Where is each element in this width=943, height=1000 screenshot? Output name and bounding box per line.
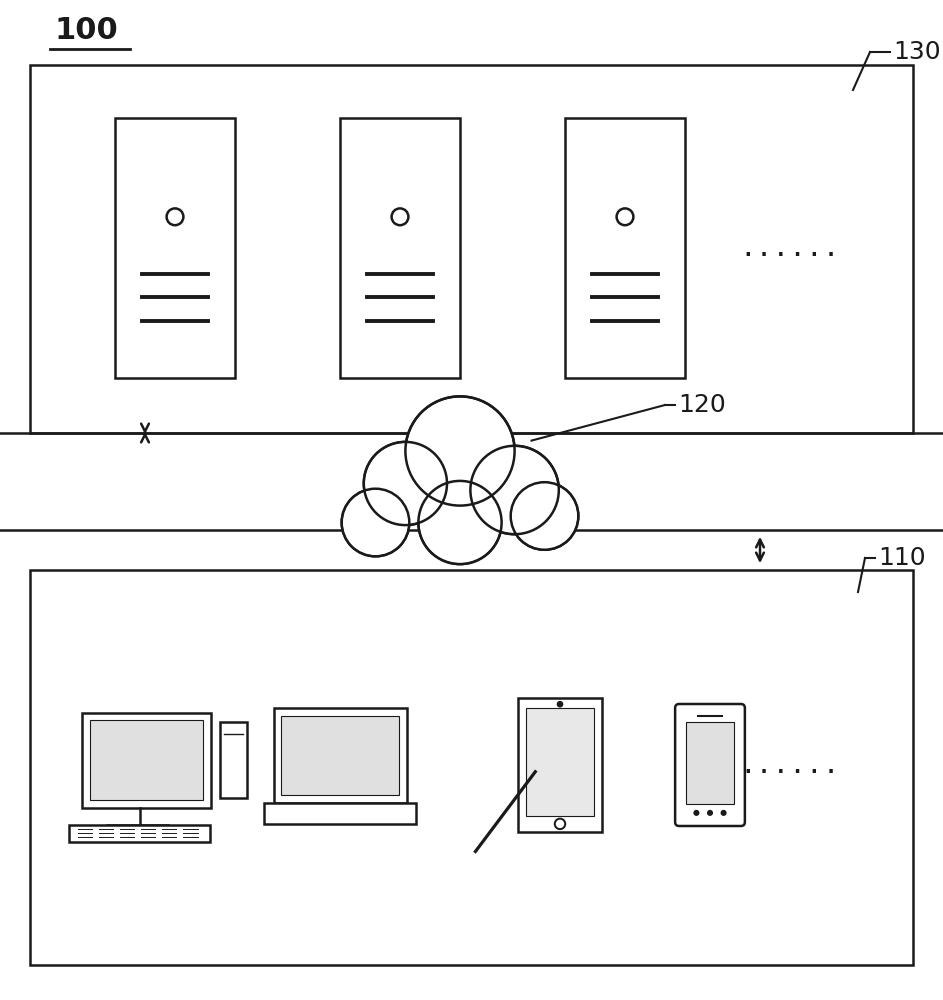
Bar bbox=[340, 118, 460, 378]
Bar bbox=[115, 118, 235, 378]
Circle shape bbox=[707, 810, 713, 816]
Bar bbox=[686, 722, 735, 804]
Circle shape bbox=[407, 398, 513, 504]
Text: 100: 100 bbox=[55, 16, 119, 45]
Circle shape bbox=[420, 482, 501, 563]
Circle shape bbox=[471, 446, 559, 534]
Circle shape bbox=[364, 442, 447, 525]
Text: ......: ...... bbox=[739, 751, 840, 779]
Bar bbox=[82, 713, 210, 808]
Text: 120: 120 bbox=[678, 393, 726, 417]
Circle shape bbox=[365, 443, 446, 524]
Bar bbox=[69, 825, 210, 842]
Bar bbox=[565, 118, 685, 378]
Circle shape bbox=[472, 447, 557, 533]
Bar bbox=[220, 722, 247, 798]
Text: 130: 130 bbox=[893, 40, 940, 64]
Bar bbox=[30, 570, 913, 965]
Bar bbox=[519, 698, 602, 832]
Bar bbox=[263, 803, 417, 824]
Circle shape bbox=[720, 810, 727, 816]
Circle shape bbox=[341, 489, 409, 556]
Bar bbox=[30, 65, 913, 433]
Text: 110: 110 bbox=[878, 546, 926, 570]
Circle shape bbox=[512, 483, 577, 549]
Bar bbox=[90, 720, 203, 800]
Text: ......: ...... bbox=[739, 234, 840, 262]
Bar bbox=[526, 708, 594, 816]
Bar bbox=[281, 716, 399, 795]
FancyBboxPatch shape bbox=[675, 704, 745, 826]
Circle shape bbox=[511, 482, 578, 550]
Bar bbox=[273, 708, 406, 803]
Circle shape bbox=[693, 810, 700, 816]
Circle shape bbox=[405, 396, 515, 506]
Circle shape bbox=[342, 490, 408, 555]
Circle shape bbox=[419, 481, 502, 564]
Circle shape bbox=[556, 701, 563, 708]
